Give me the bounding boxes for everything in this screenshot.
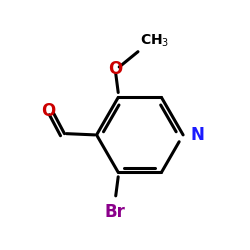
Text: Br: Br [104,203,125,221]
Text: CH$_3$: CH$_3$ [140,33,170,49]
Text: O: O [41,102,56,120]
Text: N: N [190,126,204,144]
Text: O: O [108,60,123,78]
